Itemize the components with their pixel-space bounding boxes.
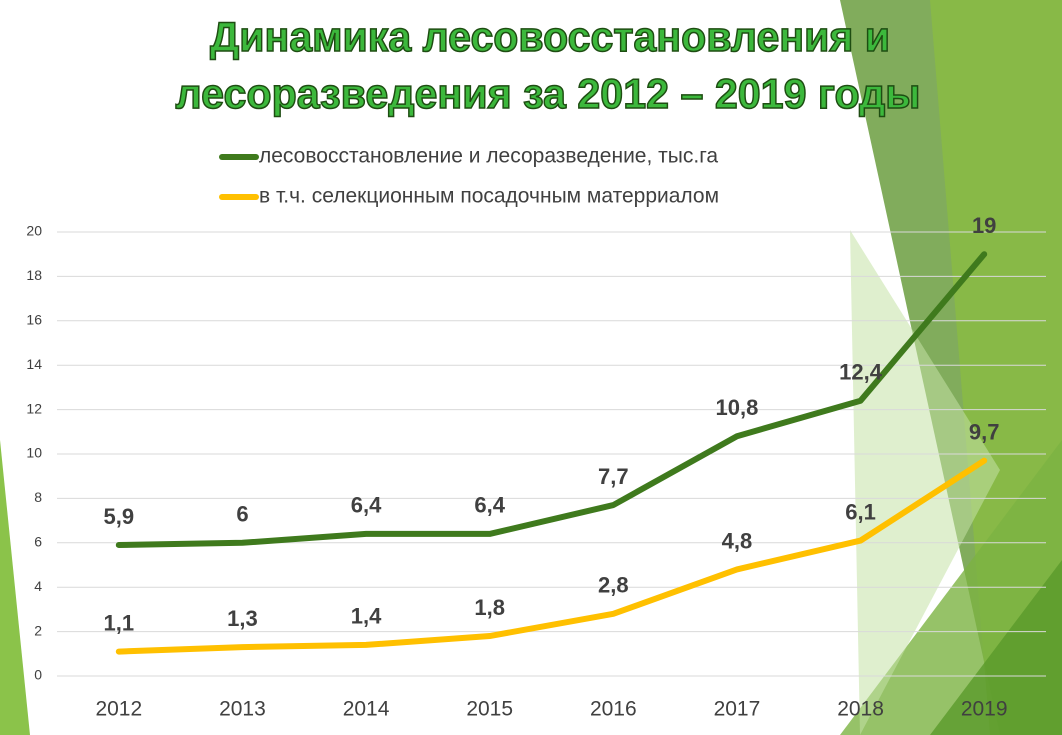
x-tick-label: 2012 xyxy=(95,698,142,721)
data-label: 6,4 xyxy=(351,493,382,518)
data-label: 19 xyxy=(972,213,996,238)
y-tick-label: 18 xyxy=(26,267,42,283)
data-label: 1,4 xyxy=(351,604,382,629)
y-tick-label: 2 xyxy=(34,622,42,638)
x-tick-label: 2015 xyxy=(466,698,513,721)
x-tick-label: 2016 xyxy=(590,698,637,721)
y-tick-label: 8 xyxy=(34,489,42,505)
data-label: 1,3 xyxy=(227,606,258,631)
data-label: 6,1 xyxy=(845,499,876,524)
legend-label: лесовосстановление и лесоразведение, тыс… xyxy=(259,145,718,168)
y-tick-label: 10 xyxy=(26,445,42,461)
x-tick-label: 2014 xyxy=(343,698,390,721)
data-label: 7,7 xyxy=(598,464,629,489)
x-tick-label: 2018 xyxy=(837,698,884,721)
x-tick-label: 2013 xyxy=(219,698,266,721)
y-tick-label: 4 xyxy=(34,578,42,594)
data-label: 9,7 xyxy=(969,419,1000,444)
data-label: 2,8 xyxy=(598,573,629,598)
data-label: 6 xyxy=(236,502,248,527)
y-tick-label: 12 xyxy=(26,400,42,416)
x-tick-label: 2017 xyxy=(714,698,761,721)
data-label: 4,8 xyxy=(722,528,753,553)
y-tick-label: 14 xyxy=(26,356,42,372)
y-tick-label: 16 xyxy=(26,312,42,328)
chart-title: Динамика лесовосстановления и xyxy=(210,13,890,60)
data-label: 12,4 xyxy=(839,360,883,385)
data-line xyxy=(115,457,988,655)
legend-label: в т.ч. селекционным посадочным матерриал… xyxy=(259,185,719,208)
data-label: 6,4 xyxy=(474,493,505,518)
data-label: 1,8 xyxy=(474,595,505,620)
y-tick-label: 20 xyxy=(26,223,42,239)
data-label: 10,8 xyxy=(716,395,759,420)
data-line xyxy=(115,251,988,549)
chart-title: лесоразведения за 2012 – 2019 годы xyxy=(176,70,921,117)
data-label: 5,9 xyxy=(104,504,135,529)
plot-area: 0 2 4 6 8 10 12 14 16 18 20 2012 2013 2014 2015 2016 201… xyxy=(26,145,1046,721)
data-label: 1,1 xyxy=(104,610,135,635)
y-tick-label: 0 xyxy=(34,667,42,683)
x-tick-label: 2019 xyxy=(961,698,1008,721)
y-tick-label: 6 xyxy=(34,534,42,550)
